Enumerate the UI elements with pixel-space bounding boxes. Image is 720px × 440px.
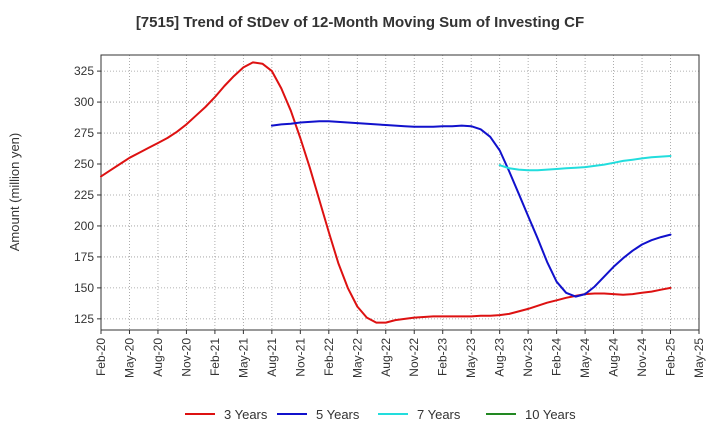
y-tick-label: 125 [74, 312, 94, 326]
x-tick-label: Feb-25 [664, 338, 678, 376]
y-tick-label: 150 [74, 281, 94, 295]
series-line-3 [498, 155, 672, 172]
x-tick-label: Nov-23 [521, 338, 535, 377]
legend: 3 Years 5 Years 7 Years 10 Years [185, 407, 576, 422]
series-line-2 [270, 120, 672, 298]
x-tick-label: Feb-21 [208, 338, 222, 376]
y-axis-ticks: 125 150 175 200 225 250 275 300 325 [74, 64, 101, 326]
y-axis-label: Amount (million yen) [7, 133, 22, 252]
chart-title: [7515] Trend of StDev of 12-Month Moving… [135, 14, 585, 31]
y-tick-label: 250 [74, 157, 94, 171]
x-axis-ticks: Feb-20 May-20 Aug-20 Nov-20 Feb-21 May-21 Aug-… [94, 330, 706, 378]
x-tick-label: Aug-22 [379, 338, 393, 377]
legend-label-1: 3 Years [224, 407, 268, 422]
x-tick-label: Nov-24 [635, 338, 649, 377]
x-tick-label: Feb-20 [94, 338, 108, 376]
y-tick-label: 275 [74, 126, 94, 140]
y-tick-label: 175 [74, 250, 94, 264]
x-tick-label: May-25 [692, 338, 706, 378]
x-tick-label: Aug-23 [493, 338, 507, 377]
x-tick-label: Feb-24 [550, 338, 564, 376]
y-tick-label: 325 [74, 64, 94, 78]
y-tick-label: 225 [74, 188, 94, 202]
x-tick-label: May-22 [350, 338, 364, 378]
x-tick-label: May-21 [236, 338, 250, 378]
legend-label-3: 7 Years [417, 407, 461, 422]
x-tick-label: Aug-20 [151, 338, 165, 377]
x-tick-label: May-24 [578, 338, 592, 378]
x-tick-label: Nov-21 [293, 338, 307, 377]
x-tick-label: Feb-22 [322, 338, 336, 376]
x-tick-label: Feb-23 [436, 338, 450, 376]
plot-area [101, 55, 699, 330]
y-tick-label: 300 [74, 95, 94, 109]
plot-border [100, 54, 700, 331]
x-tick-label: Nov-22 [407, 338, 421, 377]
series-lines [100, 61, 672, 324]
x-tick-label: Aug-24 [607, 338, 621, 377]
y-tick-label: 200 [74, 219, 94, 233]
x-tick-label: May-23 [464, 338, 478, 378]
x-tick-label: May-20 [122, 338, 136, 378]
grid [100, 55, 700, 330]
x-tick-label: Aug-21 [265, 338, 279, 377]
x-tick-label: Nov-20 [179, 338, 193, 377]
legend-label-4: 10 Years [525, 407, 576, 422]
legend-label-2: 5 Years [316, 407, 360, 422]
